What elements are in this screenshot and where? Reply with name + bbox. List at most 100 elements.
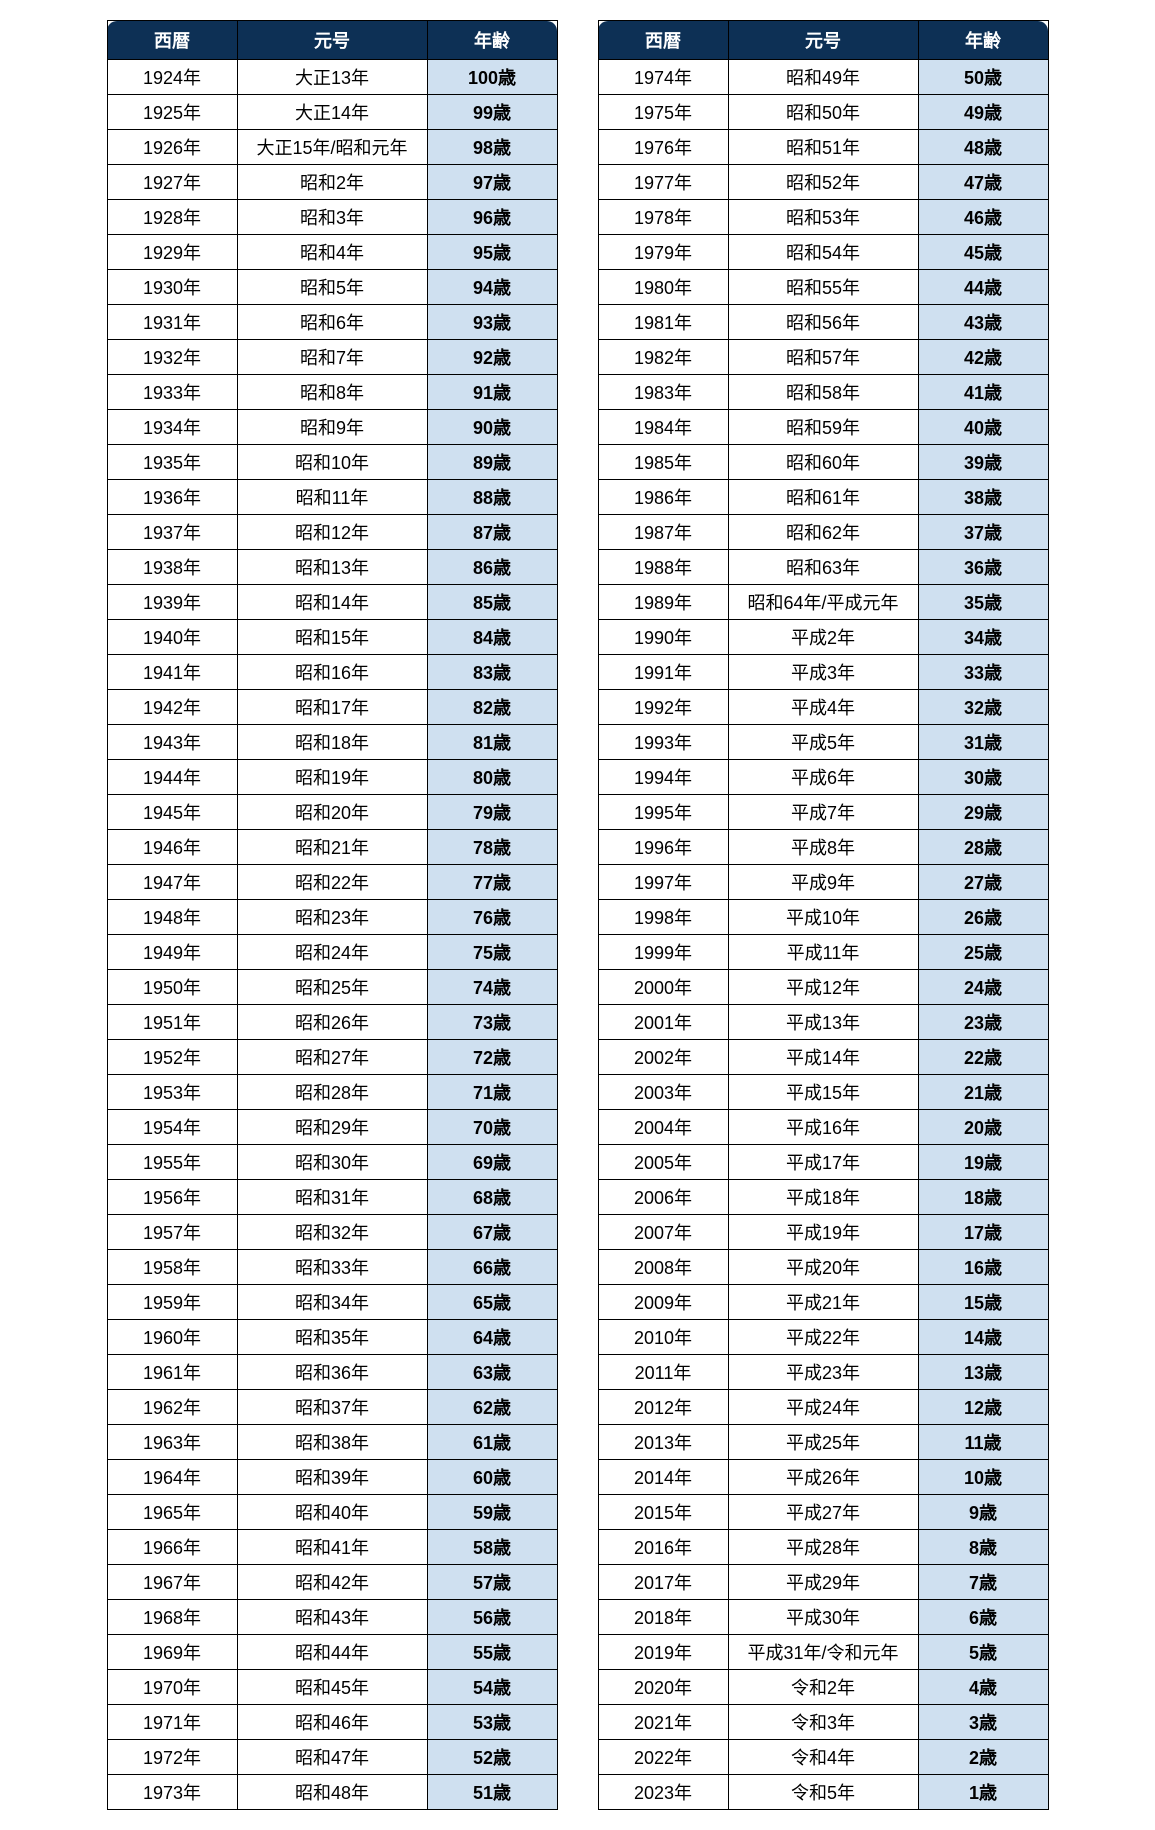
- cell-age: 30歳: [918, 760, 1048, 795]
- cell-age: 70歳: [427, 1110, 557, 1145]
- table-row: 1944年昭和19年80歳: [107, 760, 557, 795]
- cell-era: 昭和19年: [237, 760, 427, 795]
- cell-age: 2歳: [918, 1740, 1048, 1775]
- cell-year: 1965年: [107, 1495, 237, 1530]
- table-row: 2020年令和2年4歳: [598, 1670, 1048, 1705]
- table-row: 1950年昭和25年74歳: [107, 970, 557, 1005]
- cell-year: 1980年: [598, 270, 728, 305]
- cell-era: 昭和17年: [237, 690, 427, 725]
- header-era: 元号: [237, 21, 427, 60]
- table-row: 1936年昭和11年88歳: [107, 480, 557, 515]
- cell-year: 1973年: [107, 1775, 237, 1810]
- cell-age: 40歳: [918, 410, 1048, 445]
- cell-age: 100歳: [427, 60, 557, 95]
- table-row: 1951年昭和26年73歳: [107, 1005, 557, 1040]
- table-row: 2006年平成18年18歳: [598, 1180, 1048, 1215]
- cell-age: 74歳: [427, 970, 557, 1005]
- cell-age: 46歳: [918, 200, 1048, 235]
- cell-era: 平成20年: [728, 1250, 918, 1285]
- cell-year: 1939年: [107, 585, 237, 620]
- cell-year: 1960年: [107, 1320, 237, 1355]
- cell-age: 10歳: [918, 1460, 1048, 1495]
- cell-year: 1993年: [598, 725, 728, 760]
- table-row: 2009年平成21年15歳: [598, 1285, 1048, 1320]
- header-era: 元号: [728, 21, 918, 60]
- cell-era: 昭和49年: [728, 60, 918, 95]
- cell-era: 平成28年: [728, 1530, 918, 1565]
- cell-age: 88歳: [427, 480, 557, 515]
- table-row: 1980年昭和55年44歳: [598, 270, 1048, 305]
- cell-age: 56歳: [427, 1600, 557, 1635]
- cell-era: 昭和12年: [237, 515, 427, 550]
- table-row: 2014年平成26年10歳: [598, 1460, 1048, 1495]
- table-row: 2003年平成15年21歳: [598, 1075, 1048, 1110]
- cell-year: 1977年: [598, 165, 728, 200]
- table-row: 1995年平成7年29歳: [598, 795, 1048, 830]
- cell-age: 71歳: [427, 1075, 557, 1110]
- cell-year: 2011年: [598, 1355, 728, 1390]
- table-row: 2000年平成12年24歳: [598, 970, 1048, 1005]
- cell-year: 1945年: [107, 795, 237, 830]
- cell-year: 2012年: [598, 1390, 728, 1425]
- cell-age: 61歳: [427, 1425, 557, 1460]
- cell-year: 2008年: [598, 1250, 728, 1285]
- cell-age: 37歳: [918, 515, 1048, 550]
- cell-era: 昭和43年: [237, 1600, 427, 1635]
- table-row: 1954年昭和29年70歳: [107, 1110, 557, 1145]
- cell-year: 1956年: [107, 1180, 237, 1215]
- table-row: 1969年昭和44年55歳: [107, 1635, 557, 1670]
- cell-year: 1924年: [107, 60, 237, 95]
- cell-age: 79歳: [427, 795, 557, 830]
- cell-age: 96歳: [427, 200, 557, 235]
- cell-age: 8歳: [918, 1530, 1048, 1565]
- table-row: 1928年昭和3年96歳: [107, 200, 557, 235]
- table-row: 2011年平成23年13歳: [598, 1355, 1048, 1390]
- cell-age: 23歳: [918, 1005, 1048, 1040]
- cell-age: 62歳: [427, 1390, 557, 1425]
- cell-era: 昭和62年: [728, 515, 918, 550]
- cell-era: 平成8年: [728, 830, 918, 865]
- cell-year: 1943年: [107, 725, 237, 760]
- cell-year: 1944年: [107, 760, 237, 795]
- cell-era: 昭和54年: [728, 235, 918, 270]
- cell-year: 2022年: [598, 1740, 728, 1775]
- table-row: 1983年昭和58年41歳: [598, 375, 1048, 410]
- cell-era: 平成31年/令和元年: [728, 1635, 918, 1670]
- cell-era: 平成5年: [728, 725, 918, 760]
- cell-age: 15歳: [918, 1285, 1048, 1320]
- cell-era: 昭和18年: [237, 725, 427, 760]
- cell-era: 昭和3年: [237, 200, 427, 235]
- cell-era: 昭和52年: [728, 165, 918, 200]
- table-row: 1937年昭和12年87歳: [107, 515, 557, 550]
- cell-year: 1995年: [598, 795, 728, 830]
- cell-era: 平成3年: [728, 655, 918, 690]
- cell-age: 66歳: [427, 1250, 557, 1285]
- table-row: 1964年昭和39年60歳: [107, 1460, 557, 1495]
- cell-era: 平成7年: [728, 795, 918, 830]
- table-row: 1941年昭和16年83歳: [107, 655, 557, 690]
- cell-era: 平成22年: [728, 1320, 918, 1355]
- table-row: 1927年昭和2年97歳: [107, 165, 557, 200]
- table-row: 1987年昭和62年37歳: [598, 515, 1048, 550]
- table-row: 1997年平成9年27歳: [598, 865, 1048, 900]
- cell-year: 1931年: [107, 305, 237, 340]
- cell-era: 平成15年: [728, 1075, 918, 1110]
- cell-era: 昭和60年: [728, 445, 918, 480]
- cell-year: 2009年: [598, 1285, 728, 1320]
- header-year: 西暦: [598, 21, 728, 60]
- cell-year: 1997年: [598, 865, 728, 900]
- table-row: 2015年平成27年9歳: [598, 1495, 1048, 1530]
- cell-age: 86歳: [427, 550, 557, 585]
- cell-year: 2001年: [598, 1005, 728, 1040]
- table-row: 1943年昭和18年81歳: [107, 725, 557, 760]
- cell-age: 93歳: [427, 305, 557, 340]
- header-age: 年齢: [427, 21, 557, 60]
- cell-era: 昭和6年: [237, 305, 427, 340]
- table-row: 1982年昭和57年42歳: [598, 340, 1048, 375]
- cell-age: 55歳: [427, 1635, 557, 1670]
- cell-age: 76歳: [427, 900, 557, 935]
- cell-year: 1989年: [598, 585, 728, 620]
- cell-age: 20歳: [918, 1110, 1048, 1145]
- cell-year: 1934年: [107, 410, 237, 445]
- cell-year: 1948年: [107, 900, 237, 935]
